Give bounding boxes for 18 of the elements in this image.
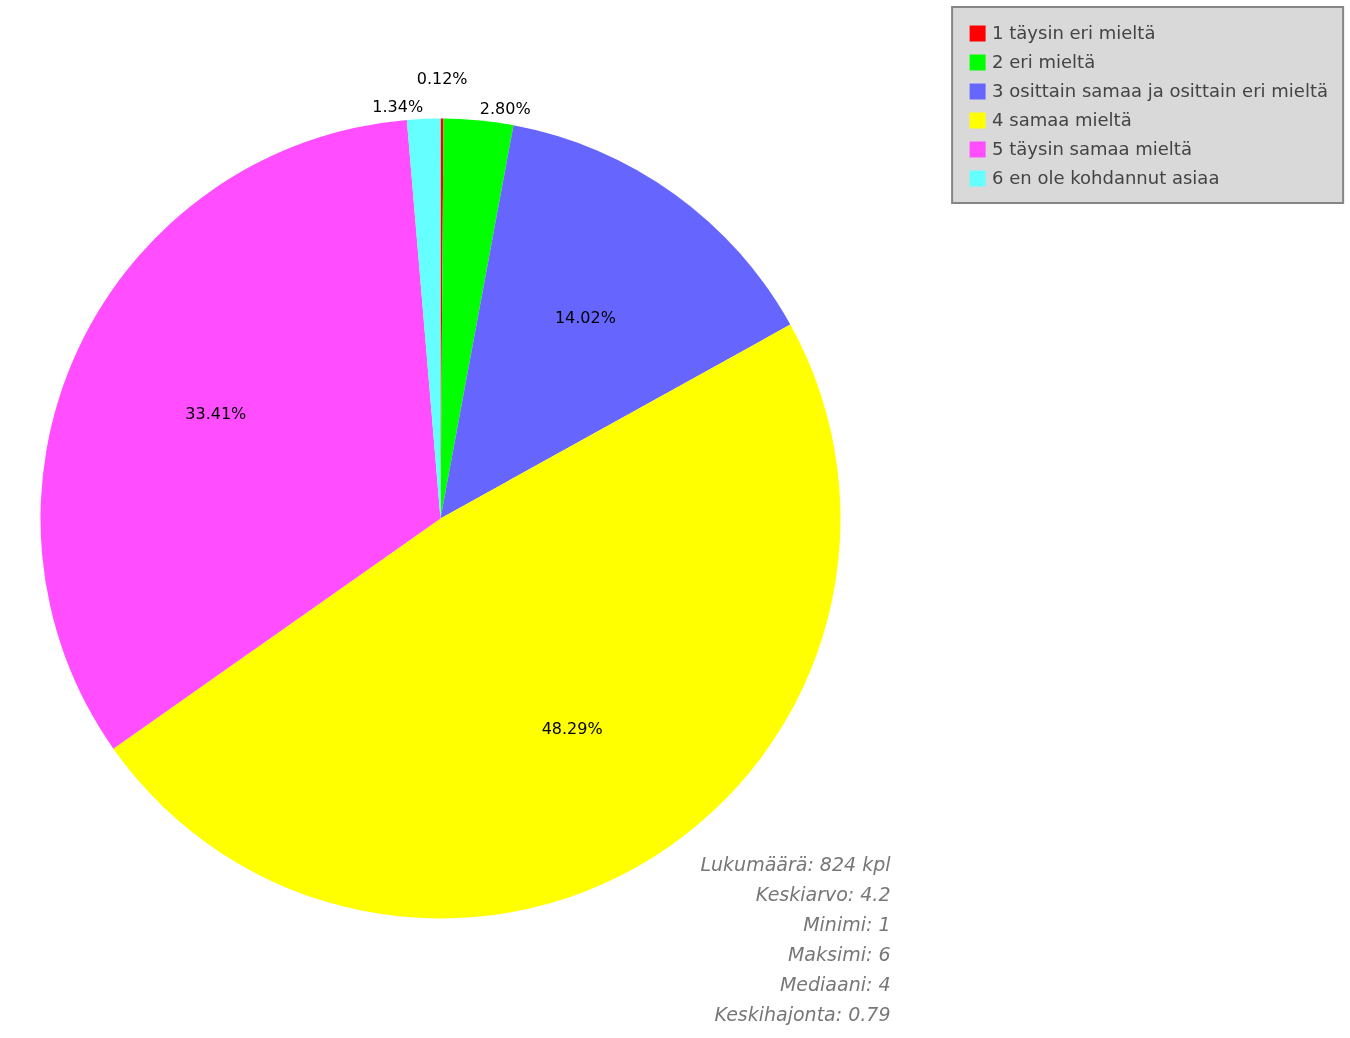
data-label: 2.80% <box>479 98 531 118</box>
text: Lukumäärä: 824 kpl <box>700 852 892 875</box>
text: Minimi: 1 <box>803 912 891 935</box>
data-label: 14.02% <box>554 307 616 327</box>
legend-label: 2 eri mieltä <box>992 51 1096 72</box>
data-label: 33.41% <box>185 404 247 424</box>
data-label: 1.34% <box>372 97 424 117</box>
text: Keskihajonta: 0.79 <box>714 1002 891 1025</box>
text: Maksimi: 6 <box>787 942 891 965</box>
text: Keskiarvo: 4.2 <box>755 882 891 905</box>
data-label: 48.29% <box>541 719 603 739</box>
legend-label: 1 täysin eri mieltä <box>992 22 1156 43</box>
data-label: 0.12% <box>416 69 468 88</box>
legend-label: 5 täysin samaa mieltä <box>992 138 1192 159</box>
legend-label: 4 samaa mieltä <box>992 109 1132 130</box>
legend-label: 3 osittain samaa ja osittain eri mieltä <box>992 80 1328 101</box>
legend-label: 6 en ole kohdannut asiaa <box>992 167 1220 188</box>
text: Mediaani: 4 <box>779 972 891 995</box>
